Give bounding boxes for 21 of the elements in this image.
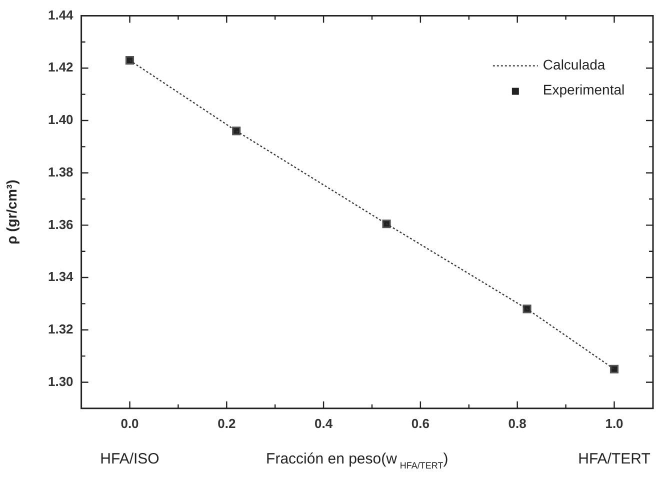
x-tick-label: 0.6 xyxy=(411,416,430,431)
point xyxy=(610,364,619,374)
legend-label: Experimental xyxy=(542,82,625,98)
x-tick-label: 1.0 xyxy=(605,416,624,431)
y-tick-label: 1.40 xyxy=(48,112,74,128)
y-tick-label: 1.30 xyxy=(48,374,74,389)
y-tick-label: 1.42 xyxy=(48,60,74,75)
x-tick-label: 0.2 xyxy=(218,416,236,431)
x-tick-label: 0.0 xyxy=(120,416,139,431)
y-tick-label: 1.32 xyxy=(48,321,74,336)
x-tick-label: 0.8 xyxy=(508,416,526,431)
y-tick-label: 1.44 xyxy=(48,7,74,22)
y-tick-label: 1.34 xyxy=(48,269,74,284)
point xyxy=(125,56,134,65)
text: HFA/TERT xyxy=(578,450,650,468)
legend-label: Calculada xyxy=(542,56,606,73)
y-axis-title: ρ (gr/cm³) xyxy=(3,180,20,244)
y-tick-label: 1.36 xyxy=(48,216,74,232)
text: HFA/ISO xyxy=(100,450,160,468)
y-tick-label: 1.38 xyxy=(48,164,74,180)
x-tick-label: 0.4 xyxy=(314,416,334,431)
